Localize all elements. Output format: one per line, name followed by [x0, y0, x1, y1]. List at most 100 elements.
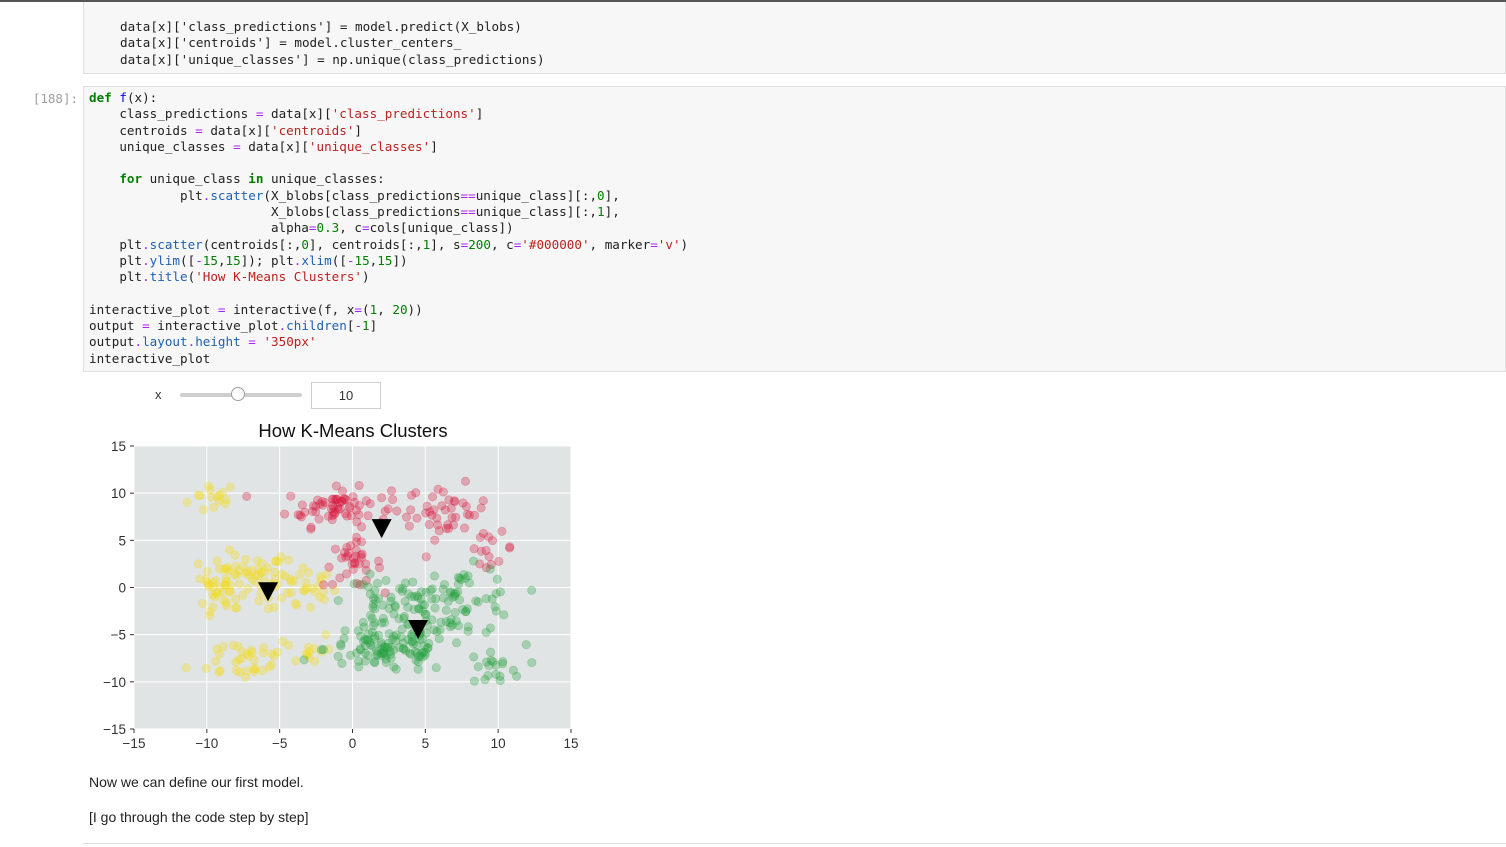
scatter-point	[341, 509, 351, 519]
code-cell-188[interactable]	[83, 86, 1506, 372]
scatter-point	[351, 537, 361, 547]
scatter-point	[421, 508, 431, 518]
previous-code-cell[interactable]	[83, 2, 1506, 74]
scatter-point	[389, 662, 399, 672]
scatter-point	[376, 638, 386, 648]
scatter-point	[337, 658, 347, 668]
chart-title: How K-Means Clusters	[258, 420, 447, 441]
scatter-point	[286, 577, 296, 587]
scatter-point	[424, 520, 434, 530]
scatter-point	[335, 504, 345, 514]
scatter-point	[269, 651, 279, 661]
scatter-point	[398, 638, 408, 648]
scatter-point	[277, 593, 287, 603]
scatter-point	[328, 500, 338, 510]
scatter-point	[451, 588, 461, 598]
scatter-point	[368, 642, 378, 652]
scatter-point	[282, 588, 292, 598]
scatter-point	[351, 505, 361, 515]
y-tick-label: −5	[111, 628, 126, 643]
scatter-point	[485, 623, 495, 633]
scatter-point	[444, 495, 454, 505]
scatter-point	[367, 614, 377, 624]
scatter-point	[360, 656, 370, 666]
scatter-point	[199, 505, 209, 515]
scatter-point	[416, 594, 426, 604]
scatter-point	[498, 659, 508, 669]
scatter-point	[361, 496, 371, 506]
scatter-point	[292, 600, 302, 610]
scatter-point	[429, 505, 439, 515]
scatter-point	[343, 551, 353, 561]
scatter-point	[462, 604, 472, 614]
scatter-point	[270, 556, 280, 566]
scatter-point	[342, 511, 352, 521]
y-tick-label: 5	[118, 533, 126, 548]
scatter-point	[381, 657, 391, 667]
scatter-point	[277, 569, 287, 579]
scatter-point	[214, 667, 224, 677]
scatter-point	[377, 640, 387, 650]
y-tick-label: 15	[111, 439, 126, 454]
scatter-point	[318, 645, 328, 655]
cell-divider	[83, 843, 1506, 844]
scatter-point	[370, 595, 380, 605]
scatter-point	[225, 586, 235, 596]
scatter-point	[316, 574, 326, 584]
scatter-point	[290, 598, 300, 608]
scatter-point	[463, 571, 473, 581]
scatter-point	[492, 574, 502, 584]
scatter-point	[440, 580, 450, 590]
scatter-point	[401, 512, 411, 522]
scatter-point	[337, 496, 347, 506]
scatter-point	[348, 492, 358, 502]
scatter-point	[369, 657, 379, 667]
scatter-point	[225, 482, 235, 492]
scatter-point	[234, 566, 244, 576]
scatter-point	[242, 649, 252, 659]
scatter-point	[487, 594, 497, 604]
scatter-point	[412, 591, 422, 601]
scatter-point	[453, 572, 463, 582]
scatter-point	[388, 634, 398, 644]
scatter-point	[458, 498, 468, 508]
scatter-point	[438, 584, 448, 594]
slider-value-readout[interactable]: 10	[311, 382, 381, 409]
data-points	[181, 476, 537, 686]
scatter-point	[438, 487, 448, 497]
scatter-point	[316, 572, 326, 582]
scatter-point	[412, 513, 422, 523]
scatter-point	[221, 495, 231, 505]
scatter-point	[443, 596, 453, 606]
scatter-point	[205, 485, 215, 495]
scatter-point	[491, 589, 501, 599]
slider-handle[interactable]	[230, 387, 245, 401]
scatter-point	[361, 565, 371, 575]
scatter-point	[345, 501, 355, 511]
scatter-point	[319, 595, 329, 605]
scatter-point	[351, 545, 361, 555]
scatter-point	[494, 556, 504, 566]
scatter-point	[323, 511, 333, 521]
centroid-marker	[371, 519, 392, 539]
scatter-point	[389, 631, 399, 641]
scatter-point	[229, 641, 239, 651]
code-cell-source: def f(x): class_predictions = data[x]['c…	[89, 90, 689, 366]
scatter-point	[297, 500, 307, 510]
scatter-point	[247, 565, 257, 575]
scatter-point	[337, 496, 347, 506]
scatter-point	[285, 574, 295, 584]
scatter-point	[256, 567, 266, 577]
scatter-point	[305, 653, 315, 663]
scatter-point	[443, 520, 453, 530]
scatter-point	[434, 526, 444, 536]
scatter-point	[218, 587, 228, 597]
scatter-point	[379, 648, 389, 658]
scatter-point	[253, 564, 263, 574]
scatter-point	[449, 496, 459, 506]
scatter-point	[414, 604, 424, 614]
scatter-point	[361, 576, 371, 586]
scatter-point	[391, 630, 401, 640]
scatter-point	[386, 486, 396, 496]
scatter-point	[505, 543, 515, 553]
